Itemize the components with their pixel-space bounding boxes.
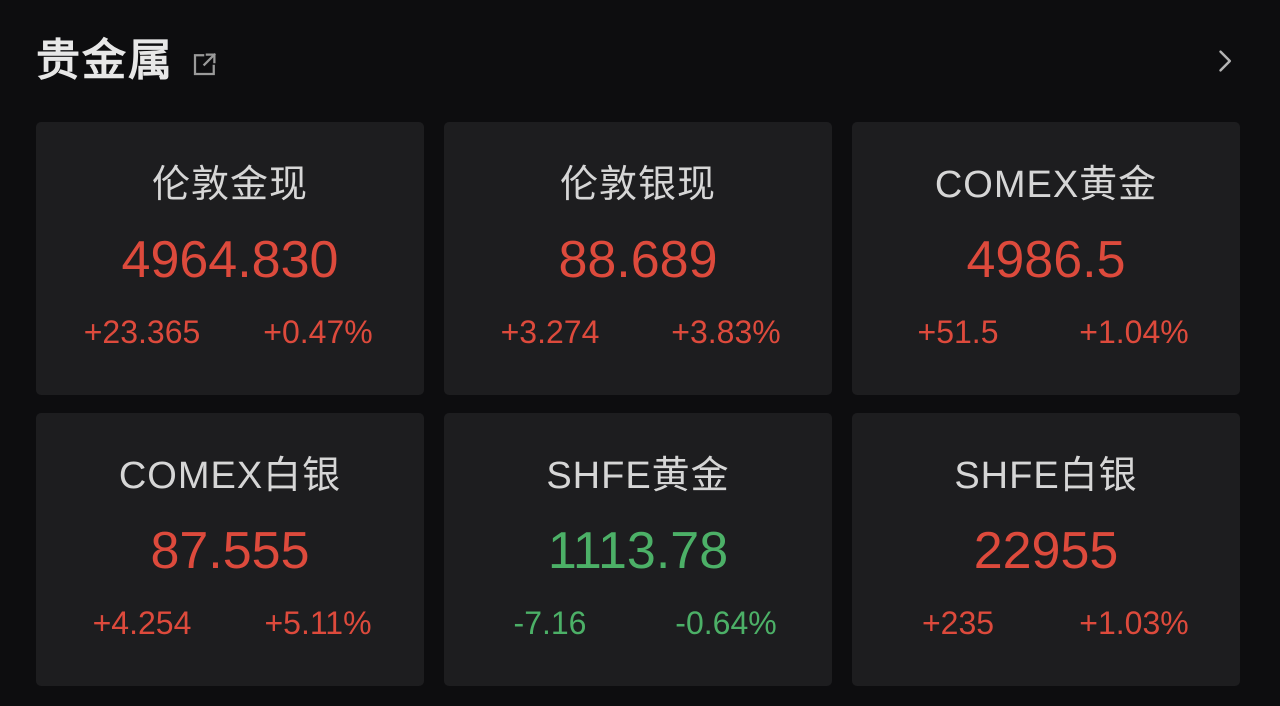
page-header: 贵金属 [0, 0, 1280, 122]
quote-change: +235 [921, 605, 995, 641]
chevron-right-icon[interactable] [1202, 39, 1246, 83]
quote-name: COMEX黄金 [934, 164, 1158, 206]
quote-name: SHFE白银 [954, 455, 1138, 497]
quote-percent: +0.47% [263, 314, 373, 350]
quote-price: 1113.78 [547, 522, 729, 580]
quote-name: SHFE黄金 [546, 455, 730, 497]
quote-deltas: +4.254 +5.11% [36, 607, 424, 639]
quote-name: COMEX白银 [118, 455, 342, 497]
quote-card[interactable]: 伦敦银现 88.689 +3.274 +3.83% [444, 122, 832, 395]
quote-price: 88.689 [558, 231, 718, 289]
quote-change: +3.274 [500, 314, 600, 350]
header-left-group: 贵金属 [36, 39, 220, 83]
quote-change: +4.254 [92, 605, 192, 641]
quote-price: 22955 [973, 522, 1119, 580]
quote-card[interactable]: SHFE白银 22955 +235 +1.03% [852, 413, 1240, 686]
quote-price: 4986.5 [966, 231, 1126, 289]
page-title: 贵金属 [36, 36, 174, 85]
quote-card[interactable]: SHFE黄金 1113.78 -7.16 -0.64% [444, 413, 832, 686]
quote-change: +23.365 [83, 314, 201, 350]
quote-percent: +1.04% [1079, 314, 1189, 350]
quote-percent: -0.64% [675, 605, 777, 641]
quote-percent: +1.03% [1079, 605, 1189, 641]
quote-percent: +3.83% [671, 314, 781, 350]
quote-card[interactable]: 伦敦金现 4964.830 +23.365 +0.47% [36, 122, 424, 395]
quote-deltas: +51.5 +1.04% [852, 316, 1240, 348]
quote-percent: +5.11% [264, 605, 372, 641]
quote-price: 87.555 [150, 522, 310, 580]
quote-change: -7.16 [513, 605, 587, 641]
external-link-icon[interactable] [190, 49, 220, 79]
quote-card[interactable]: COMEX白银 87.555 +4.254 +5.11% [36, 413, 424, 686]
quote-deltas: +235 +1.03% [852, 607, 1240, 639]
quote-deltas: -7.16 -0.64% [444, 607, 832, 639]
quote-change: +51.5 [917, 314, 999, 350]
quote-card[interactable]: COMEX黄金 4986.5 +51.5 +1.04% [852, 122, 1240, 395]
quote-name: 伦敦金现 [151, 164, 308, 206]
quote-name: 伦敦银现 [559, 164, 716, 206]
quote-cards-grid: 伦敦金现 4964.830 +23.365 +0.47% 伦敦银现 88.689… [36, 122, 1244, 686]
quote-price: 4964.830 [121, 231, 339, 289]
quote-deltas: +3.274 +3.83% [444, 316, 832, 348]
quote-deltas: +23.365 +0.47% [36, 316, 424, 348]
